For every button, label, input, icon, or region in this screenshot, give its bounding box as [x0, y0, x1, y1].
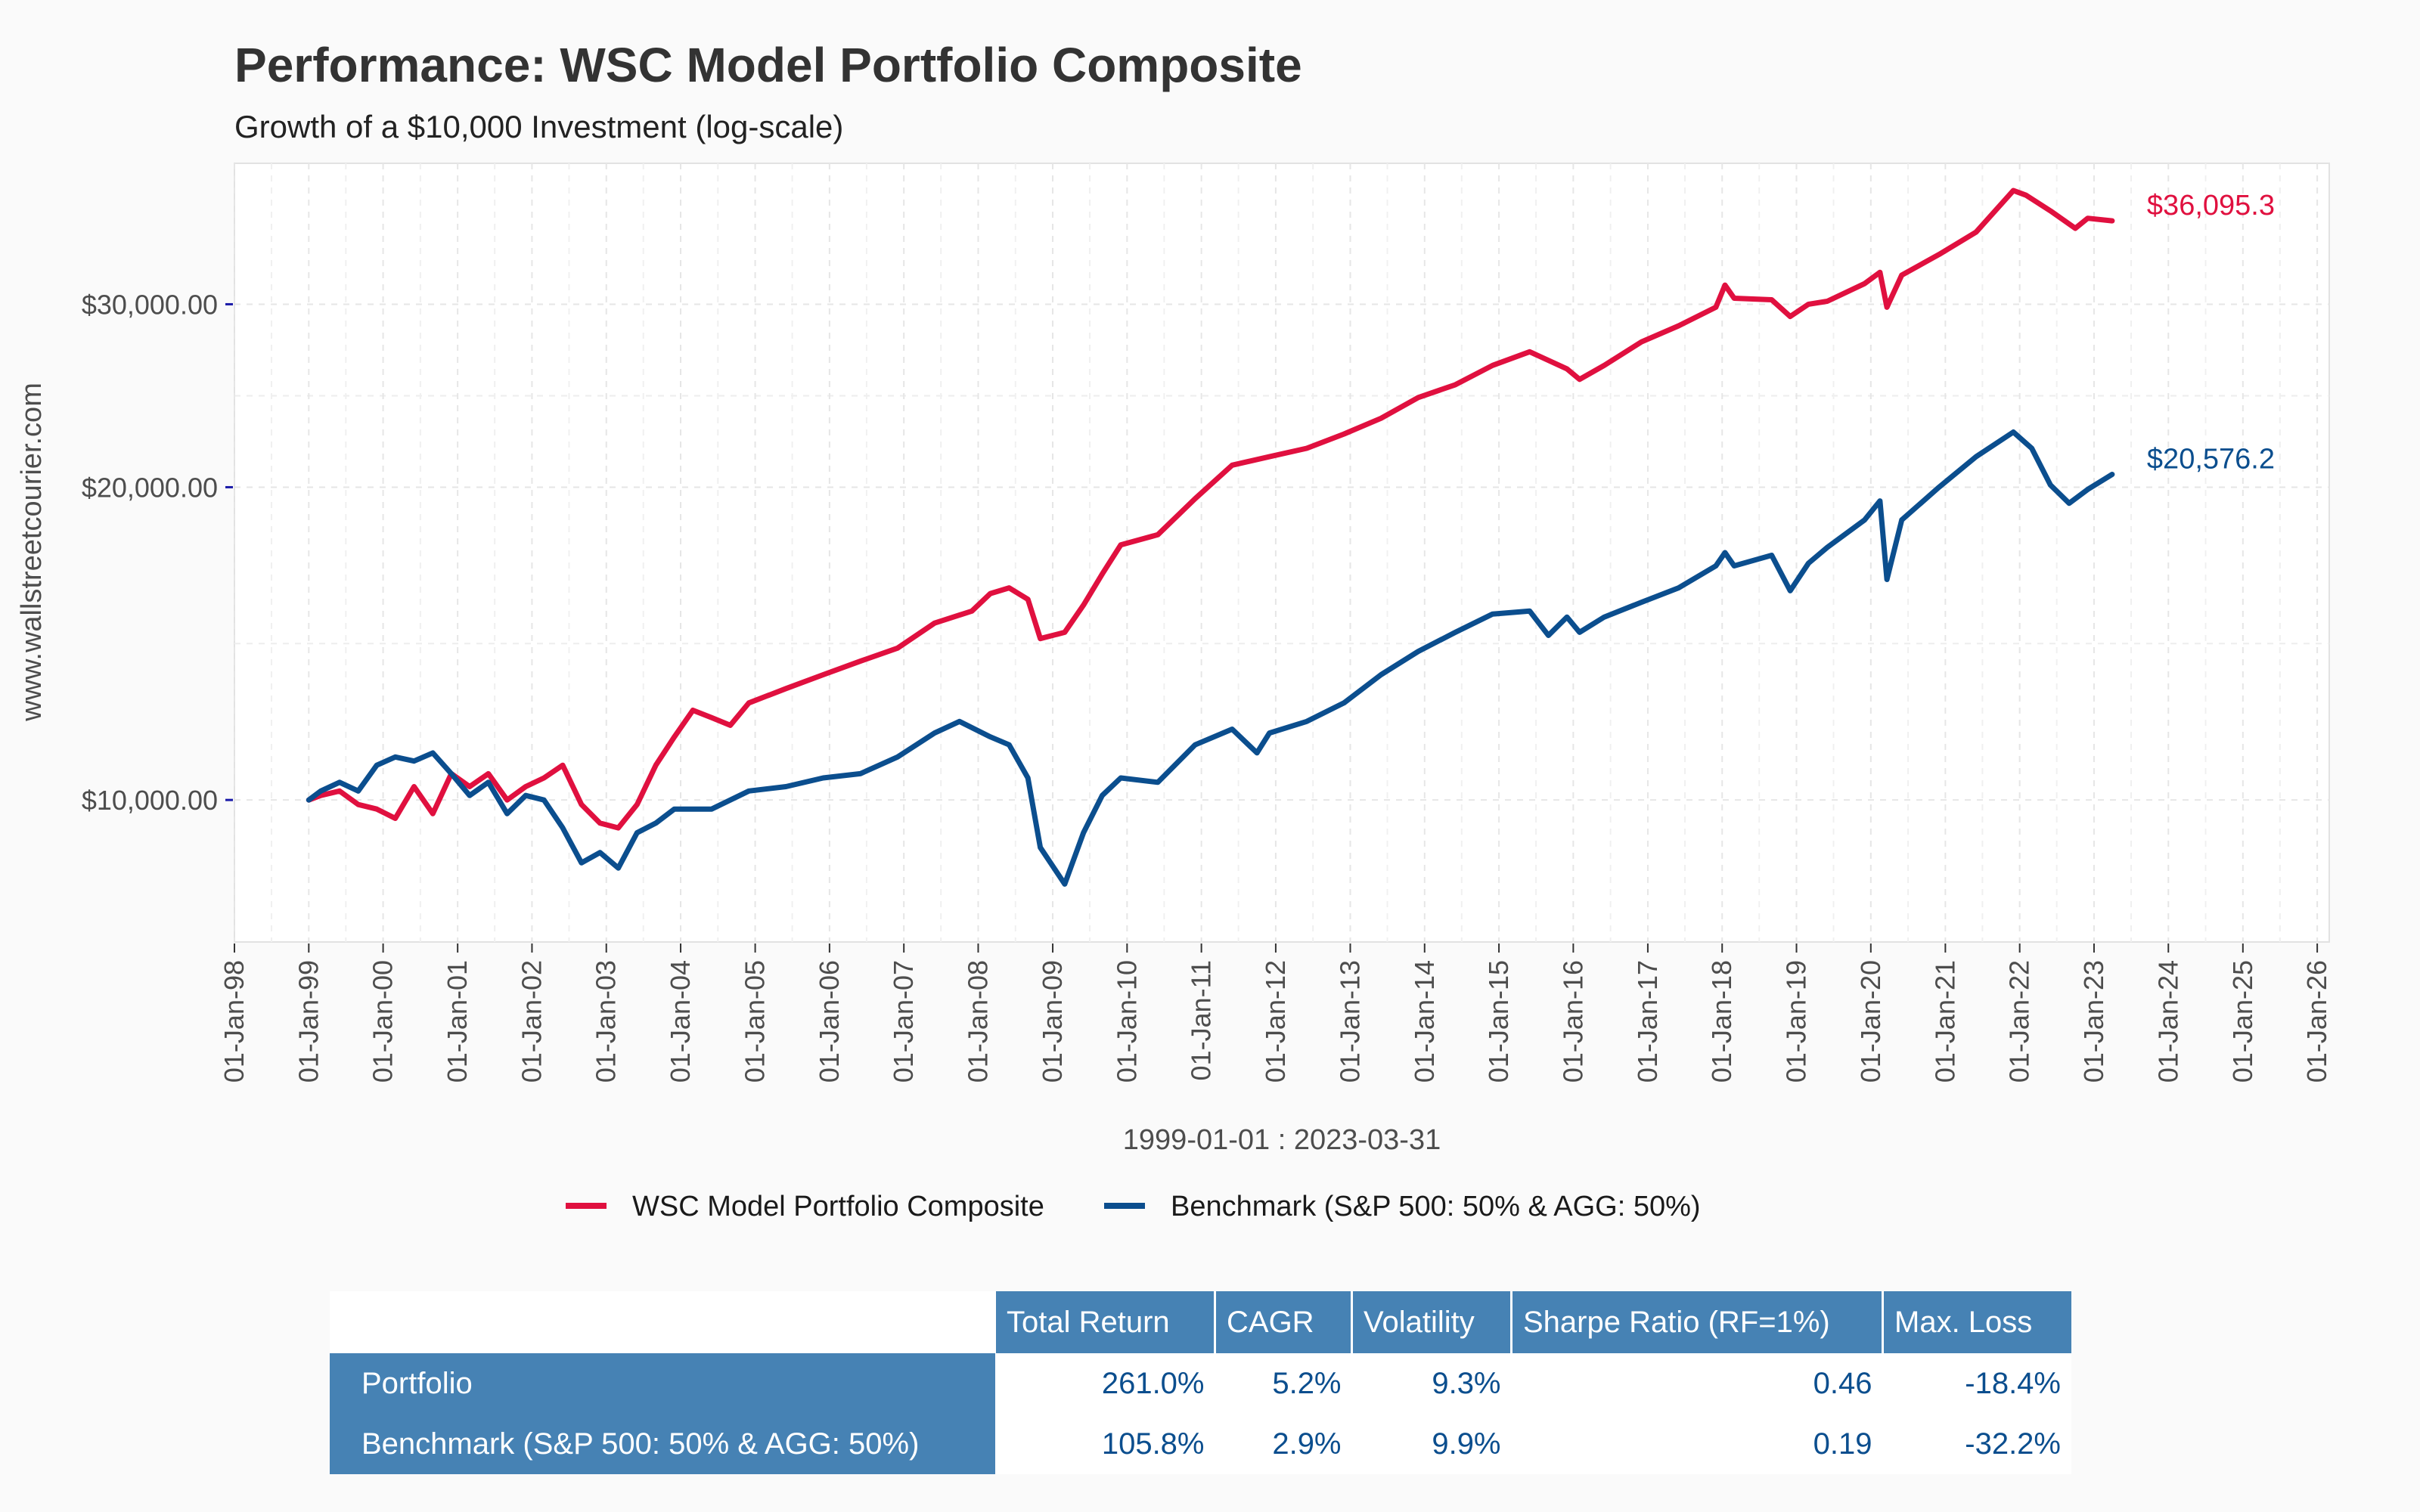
chart-title: Performance: WSC Model Portfolio Composi…	[234, 38, 1302, 92]
legend-label: WSC Model Portfolio Composite	[632, 1191, 1044, 1222]
x-tick-label: 01-Jan-20	[1855, 960, 1886, 1083]
x-axis-title: 1999-01-01 : 2023-03-31	[1123, 1124, 1441, 1156]
y-tick-label: $30,000.00	[82, 289, 218, 320]
cagr-cell: 2.9%	[1215, 1414, 1352, 1474]
x-tick-label: 01-Jan-16	[1557, 960, 1588, 1083]
table-header-row: Total Return CAGR Volatility Sharpe Rati…	[330, 1291, 2071, 1353]
row-label: Portfolio	[330, 1353, 995, 1414]
series-layer	[306, 187, 2115, 887]
column-header: Max. Loss	[1882, 1291, 2071, 1353]
x-tick-label: 01-Jan-17	[1632, 960, 1663, 1083]
table-row: Benchmark (S&P 500: 50% & AGG: 50%) 105.…	[330, 1414, 2071, 1474]
x-tick-label: 01-Jan-21	[1929, 960, 1960, 1083]
x-tick-label: 01-Jan-14	[1409, 960, 1440, 1083]
series-end-label: $20,576.2	[2147, 444, 2275, 476]
y-tick-label: $20,000.00	[82, 472, 218, 503]
column-header: Sharpe Ratio (RF=1%)	[1510, 1291, 1883, 1353]
x-tick-label: 01-Jan-07	[888, 960, 919, 1083]
x-tick-label: 01-Jan-09	[1037, 960, 1068, 1083]
x-tick-label: 01-Jan-05	[740, 960, 771, 1083]
total-return-cell: 261.0%	[994, 1353, 1215, 1414]
x-tick-label: 01-Jan-04	[665, 960, 696, 1083]
y-axis-title: www.wallstreetcourier.com	[16, 383, 48, 722]
volatility-cell: 9.9%	[1351, 1414, 1512, 1474]
x-tick-label: 01-Jan-13	[1334, 960, 1365, 1083]
volatility-cell: 9.3%	[1351, 1353, 1512, 1414]
x-tick-label: 01-Jan-12	[1260, 960, 1291, 1083]
max-loss-cell: -18.4%	[1882, 1353, 2071, 1414]
x-tick-label: 01-Jan-10	[1111, 960, 1142, 1083]
x-tick-label: 01-Jan-08	[962, 960, 993, 1083]
sharpe-cell: 0.46	[1511, 1353, 1883, 1414]
chart-subtitle: Growth of a $10,000 Investment (log-scal…	[234, 109, 843, 144]
table-corner-cell	[330, 1291, 995, 1353]
x-tick-label: 01-Jan-00	[368, 960, 399, 1083]
total-return-cell: 105.8%	[994, 1414, 1215, 1474]
x-tick-label: 01-Jan-23	[2078, 960, 2109, 1083]
performance-stats-table: Total Return CAGR Volatility Sharpe Rati…	[330, 1291, 2071, 1474]
series-line-portfolio	[306, 187, 2115, 831]
table-row: Portfolio 261.0% 5.2% 9.3% 0.46 -18.4%	[330, 1353, 2071, 1414]
legend: WSC Model Portfolio Composite Benchmark (…	[566, 1191, 1701, 1222]
x-tick-label: 01-Jan-02	[516, 960, 547, 1083]
x-axis: 01-Jan-98 01-Jan-99 01-Jan-00 01-Jan-01 01-J…	[219, 943, 2332, 1083]
series-end-label: $36,095.3	[2147, 190, 2275, 222]
y-tick-label: $10,000.00	[82, 785, 218, 816]
x-tick-label: 01-Jan-19	[1781, 960, 1812, 1083]
x-tick-label: 01-Jan-22	[2004, 960, 2035, 1083]
column-header: Volatility	[1351, 1291, 1512, 1353]
x-tick-label: 01-Jan-06	[814, 960, 845, 1083]
x-tick-label: 01-Jan-15	[1483, 960, 1514, 1083]
max-loss-cell: -32.2%	[1882, 1414, 2071, 1474]
x-tick-label: 01-Jan-24	[2152, 960, 2183, 1083]
row-label: Benchmark (S&P 500: 50% & AGG: 50%)	[330, 1414, 995, 1474]
x-tick-label: 01-Jan-01	[442, 960, 473, 1083]
x-tick-label: 01-Jan-25	[2227, 960, 2258, 1083]
x-tick-label: 01-Jan-98	[219, 960, 250, 1083]
x-tick-label: 01-Jan-11	[1186, 960, 1217, 1080]
column-header: Total Return	[994, 1291, 1215, 1353]
grid-layer	[234, 163, 2329, 942]
end-labels: $36,095.3 $20,576.2	[2147, 190, 2275, 475]
series-line-benchmark	[306, 429, 2115, 887]
y-axis: $10,000.00 $20,000.00 $30,000.00	[82, 289, 233, 816]
x-tick-label: 01-Jan-03	[591, 960, 622, 1083]
x-tick-label: 01-Jan-18	[1706, 960, 1737, 1083]
sharpe-cell: 0.19	[1511, 1414, 1883, 1474]
plot-panel	[234, 163, 2330, 943]
cagr-cell: 5.2%	[1215, 1353, 1352, 1414]
x-tick-label: 01-Jan-26	[2301, 960, 2332, 1083]
column-header: CAGR	[1214, 1291, 1352, 1353]
x-tick-label: 01-Jan-99	[293, 960, 324, 1083]
legend-label: Benchmark (S&P 500: 50% & AGG: 50%)	[1171, 1191, 1701, 1222]
